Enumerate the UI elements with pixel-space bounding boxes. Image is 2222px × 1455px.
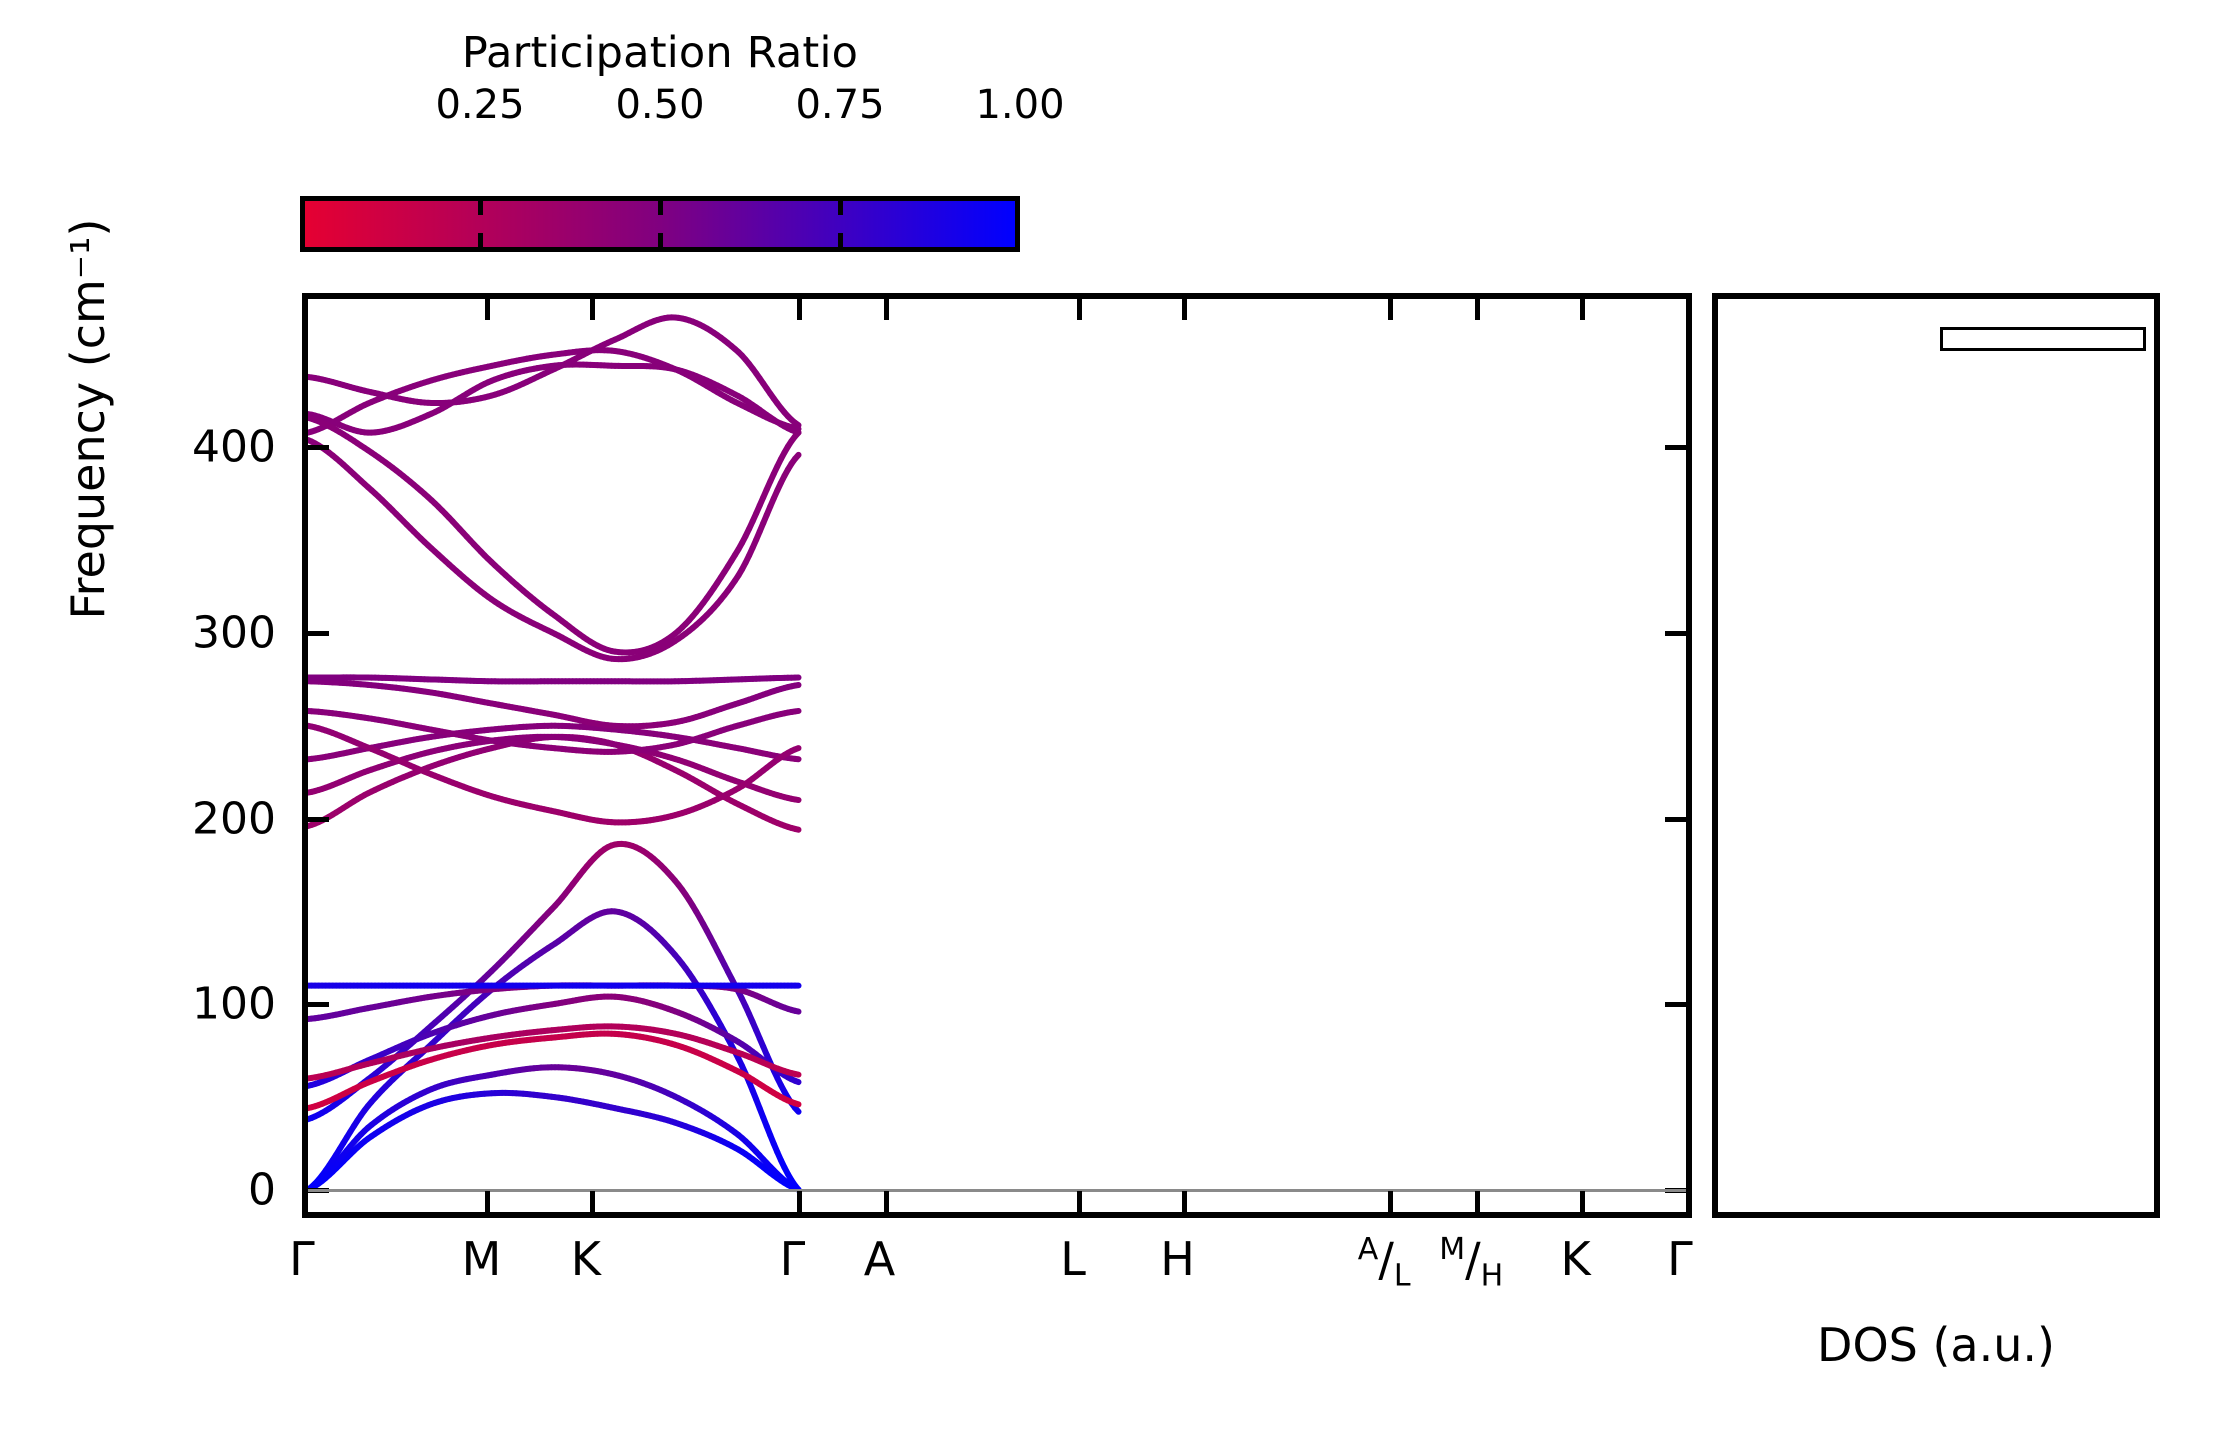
participation-ratio-colorbar	[300, 196, 1020, 252]
band-segment	[791, 1070, 802, 1078]
x-tick-mark-top	[1181, 298, 1187, 320]
y-tick-label-0: 0	[248, 1164, 276, 1216]
x-tick-mark	[1475, 1191, 1481, 1213]
x-tick-mark-top	[1077, 298, 1083, 320]
band-segment	[791, 429, 802, 440]
y-tick-mark	[307, 1002, 329, 1008]
x-tick-label-6: H	[1160, 1232, 1195, 1286]
x-tick-label-5: L	[1060, 1232, 1086, 1286]
x-tick-label-0: Γ	[289, 1232, 315, 1286]
band-segment	[791, 745, 802, 753]
x-tick-label-2: K	[570, 1232, 601, 1286]
x-tick-mark-top	[1388, 298, 1394, 320]
x-tick-label-8: M/H	[1439, 1231, 1504, 1294]
colorbar-tick-label-0-25: 0.25	[435, 82, 525, 128]
band-segment	[791, 1007, 802, 1015]
band-segment	[791, 1104, 802, 1115]
colorbar-tick-mark	[838, 201, 843, 215]
band-segment	[791, 825, 802, 833]
y-tick-mark-right	[1665, 445, 1687, 451]
dos-axes	[1712, 293, 2160, 1218]
band-segment	[791, 1100, 802, 1108]
y-tick-mark-right	[1665, 1002, 1687, 1008]
x-tick-mark-top	[485, 298, 491, 320]
x-tick-mark	[883, 1191, 889, 1213]
x-tick-label-1: M	[461, 1232, 502, 1286]
y-tick-label-200: 200	[192, 793, 276, 845]
x-tick-mark	[1077, 1191, 1083, 1213]
band-segment	[791, 419, 802, 429]
x-tick-mark	[589, 1191, 595, 1213]
dos-legend	[1940, 327, 2146, 351]
x-tick-label-4: A	[863, 1232, 896, 1286]
y-tick-label-400: 400	[192, 421, 276, 473]
dos-x-axis-tick-labels	[1712, 1232, 2160, 1302]
colorbar-tick-mark	[478, 201, 483, 215]
band-structure-axes	[302, 293, 1692, 1218]
dos-plot-area	[1718, 299, 2154, 1212]
x-tick-mark	[796, 1191, 802, 1213]
band-plot-area	[308, 299, 1686, 1212]
y-axis-tick-labels: 0 100 200 300 400	[0, 293, 290, 1218]
colorbar-tick-mark	[838, 233, 843, 247]
y-tick-mark	[307, 445, 329, 451]
colorbar-title: Participation Ratio	[461, 28, 859, 78]
y-tick-mark-right	[1665, 631, 1687, 637]
x-tick-mark-top	[1475, 298, 1481, 320]
zero-frequency-line	[308, 1188, 1686, 1192]
x-tick-mark	[1181, 1191, 1187, 1213]
band-segment	[791, 796, 802, 804]
x-axis-tick-labels: Γ M K Γ A L H A/L M/H K Γ	[289, 1231, 1693, 1332]
colorbar-tick-mark	[658, 201, 663, 215]
x-tick-mark	[485, 1191, 491, 1213]
x-tick-mark-top	[589, 298, 595, 320]
dos-curves	[1718, 299, 2154, 1212]
dos-x-axis-label: DOS (a.u.)	[1817, 1318, 2055, 1372]
x-tick-mark-top	[796, 298, 802, 320]
y-tick-mark	[307, 631, 329, 637]
x-tick-mark-top	[883, 298, 889, 320]
y-tick-label-100: 100	[192, 978, 276, 1030]
band-segment	[791, 1077, 802, 1086]
x-tick-label-9: K	[1560, 1232, 1591, 1286]
band-segment	[791, 681, 802, 689]
colorbar-tick-labels: 0.25 0.50 0.75 1.00	[300, 82, 1064, 128]
x-tick-label-10: Γ	[1667, 1232, 1693, 1286]
x-tick-mark	[1388, 1191, 1394, 1213]
colorbar-tick-label-0-50: 0.50	[615, 82, 705, 128]
colorbar-tick-label-0-75: 0.75	[795, 82, 885, 128]
y-tick-mark-right	[1665, 816, 1687, 822]
band-segment	[791, 425, 802, 432]
colorbar-tick-label-1-00: 1.00	[975, 82, 1065, 128]
y-tick-mark	[307, 816, 329, 822]
x-tick-label-7: A/L	[1357, 1231, 1411, 1294]
y-tick-label-300: 300	[192, 607, 276, 659]
colorbar-tick-mark	[478, 233, 483, 247]
x-tick-label-3: Γ	[779, 1232, 806, 1286]
x-tick-mark-top	[1579, 298, 1585, 320]
colorbar-tick-mark	[658, 233, 663, 247]
band-segment	[791, 451, 802, 462]
band-curves	[308, 314, 802, 1193]
x-tick-mark	[1579, 1191, 1585, 1213]
